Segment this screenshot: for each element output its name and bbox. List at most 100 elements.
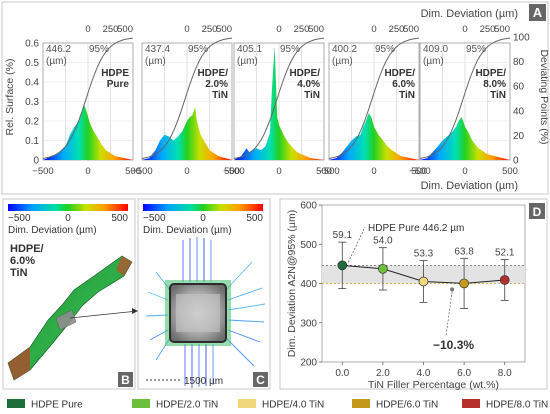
error-value-label: 53.3 [414,249,434,260]
histogram-bottom-tick: 0 [371,166,376,177]
legend-label: HDPE Pure [31,400,83,411]
panel-a-right-axis-label: Deviating Points (%) [538,49,550,144]
y-tick-label: 600 [300,201,317,212]
panel-b-tag: B [121,373,130,387]
legend-item: HDPE/4.0 TiN [238,399,324,411]
histogram-a2n-value: 400.2 [332,44,357,55]
histogram-unit: (µm) [46,56,67,67]
x-axis-label: TiN Filler Percentage (wt.%) [368,379,499,391]
histogram-material-label: TiN [399,90,415,101]
histogram-material-label: TiN [304,90,320,101]
histogram-percentile: 95% [188,44,208,55]
legend-swatch [7,399,25,408]
panel-a-left-tick: 0.5 [25,58,39,69]
panel-a-right-tick: 0 [513,156,519,167]
histogram-percentile: 95% [89,44,109,55]
scale-bar-label: 1500 µm [184,376,223,387]
error-value-label: 52.1 [495,248,515,259]
histogram-bottom-tick: 0 [85,166,90,177]
legend-swatch [132,399,150,408]
panel-b-colorbar-max: 500 [111,213,128,224]
panel-a-bottom-axis-label: Dim. Deviation (µm) [421,180,518,192]
histogram-bottom-tick: −500 [32,166,53,177]
histogram-bottom-tick: 0 [462,166,467,177]
annotation-drop-leader [445,291,453,337]
histogram-material-label: 2.0% [205,79,228,90]
panel-b-colorbar-min: −500 [8,213,31,224]
histogram-a2n-value: 409.0 [423,44,448,55]
histogram-top-tick: 250 [480,24,496,35]
panel-a-left-tick: 0.6 [25,39,39,50]
cumulative-curve [328,37,420,159]
panel-c-colorbar-min: −500 [143,213,166,224]
annotation-drop-marker [450,287,455,292]
histogram-bottom-tick: −500 [318,166,339,177]
histogram-material-label: HDPE/ [289,68,320,79]
histogram-area [420,117,510,160]
panel-a-tag: A [533,5,543,20]
panel-c-colorbar-mid: 0 [200,213,206,224]
panel-a-right-tick: 20 [513,131,525,142]
histogram-percentile: 95% [466,44,486,55]
histogram-bottom-tick: −500 [223,166,244,177]
histogram-unit: (µm) [332,56,353,67]
panel-a-tag-bg [529,4,546,21]
histogram-material-label: 8.0% [483,79,506,90]
histogram-bottom-tick: 500 [502,166,518,177]
panel-c: −500 0 500 Dim. Deviation (µm) [137,198,271,390]
panel-c-tag: C [256,373,265,387]
histogram-bottom-tick: 500 [125,166,141,177]
x-tick-label: 6.0 [457,368,471,379]
legend-label: HDPE/2.0 TiN [156,400,218,411]
cumulative-curve [42,37,134,159]
zoom-pointer-line [69,310,139,319]
histogram-unit: (µm) [423,56,444,67]
panel-c-frame [137,198,271,390]
legend-item: HDPE/2.0 TiN [132,399,218,411]
histogram-area [329,113,419,160]
error-value-label: 59.1 [333,230,353,241]
histogram-a2n-value: 437.4 [145,44,170,55]
histogram-bottom-tick: 0 [184,166,189,177]
histogram-top-tick: 500 [308,24,324,35]
panel-c-colorbar-max: 500 [246,213,263,224]
panel-a-left-tick: 0.4 [25,78,39,89]
annotation-pure: HDPE Pure 446.2 µm [368,223,464,234]
legend-swatch [238,399,256,408]
x-tick-label: 0.0 [335,368,349,379]
panel-b-colorbar [8,204,128,211]
histogram-material-label: HDPE/ [384,68,415,79]
histogram-top-tick: 250 [202,24,218,35]
panel-a-right-tick: 40 [513,106,525,117]
y-tick-label: 300 [300,318,317,329]
histogram-top-tick: 0 [276,24,281,35]
panel-a-left-tick: 0.2 [25,117,39,128]
histogram-top-tick: 500 [216,24,232,35]
legend: HDPE Pure HDPE/2.0 TiN HDPE/4.0 TiN HDPE/6.… [7,399,548,411]
y-tick-label: 200 [300,358,317,369]
histogram-bottom-tick: 500 [224,166,240,177]
legend-item: HDPE Pure [7,399,83,411]
histogram-material-label: 4.0% [297,79,320,90]
histogram-a2n-value: 405.1 [237,44,262,55]
error-value-label: 63.8 [454,246,474,257]
annotation-drop: −10.3% [433,338,474,352]
panel-b-colorbar-mid: 0 [65,213,71,224]
annotation-pure-leader [347,226,366,263]
histogram-bottom-tick: −500 [131,166,152,177]
histogram-bottom-tick: 0 [276,166,281,177]
data-point [337,260,348,271]
panel-b-label-line2: 6.0% [10,255,35,267]
histogram-unit: (µm) [145,56,166,67]
panel-b-label-line1: HDPE/ [10,243,44,255]
error-value-label: 54.0 [373,236,393,247]
panel-d-tag-bg [529,203,545,219]
panel-a-left-tick: 0.1 [25,136,39,147]
x-tick-label: 4.0 [417,368,431,379]
legend-label: HDPE/8.0 TiN [486,400,548,411]
legend-swatch [462,399,480,408]
